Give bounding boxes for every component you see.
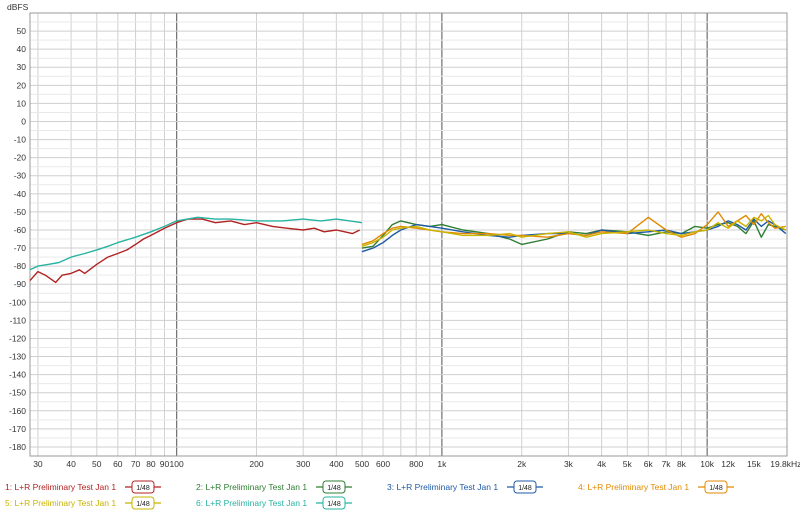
y-tick-label: -30 (14, 171, 27, 181)
x-tick-label: 50 (92, 459, 102, 469)
smoothing-badge[interactable] (322, 480, 346, 494)
series-line-5 (361, 214, 787, 247)
x-tick-label: 1k (437, 459, 447, 469)
y-tick-label: 40 (17, 44, 27, 54)
y-tick-label: -150 (9, 388, 26, 398)
series-line-4 (361, 211, 786, 246)
smoothing-badge-label: 1/48 (327, 501, 341, 508)
x-tick-label: 2k (517, 459, 527, 469)
y-tick-label: 30 (17, 62, 27, 72)
x-tick-label: 6k (644, 459, 654, 469)
y-tick-label: -130 (9, 352, 26, 362)
smoothing-badge[interactable] (704, 480, 728, 494)
y-tick-label: -180 (9, 442, 26, 452)
series-line-3 (361, 218, 787, 253)
y-tick-label: -10 (14, 135, 27, 145)
y-tick-label: -20 (14, 153, 27, 163)
legend-item-2[interactable]: 2: L+R Preliminary Test Jan 1 1/48 (196, 480, 352, 494)
x-tick-label: 70 (131, 459, 141, 469)
x-tick-label: 3k (564, 459, 574, 469)
x-tick-label: 60 (113, 459, 123, 469)
x-tick-label: 12k (721, 459, 735, 469)
series-lines (29, 211, 787, 284)
y-tick-label: 50 (17, 26, 27, 36)
x-tick-label: 90 (160, 459, 170, 469)
y-tick-label: -50 (14, 207, 27, 217)
smoothing-badge[interactable] (513, 480, 537, 494)
y-tick-label: -160 (9, 406, 26, 416)
legend-label: 1: L+R Preliminary Test Jan 1 (5, 482, 116, 492)
y-tick-label: -140 (9, 370, 26, 380)
legend-label: 4: L+R Preliminary Test Jan 1 (578, 482, 689, 492)
x-tick-label: 8k (677, 459, 687, 469)
smoothing-badge[interactable] (322, 496, 346, 510)
y-tick-label: -60 (14, 225, 27, 235)
legend-item-6[interactable]: 6: L+R Preliminary Test Jan 1 1/48 (196, 496, 352, 510)
smoothing-badge-label: 1/48 (518, 485, 532, 492)
x-tick-label: 600 (376, 459, 390, 469)
legend-label: 2: L+R Preliminary Test Jan 1 (196, 482, 307, 492)
y-tick-label: -110 (10, 315, 27, 325)
smoothing-badge-label: 1/48 (327, 485, 341, 492)
y-tick-label: 10 (17, 98, 27, 108)
series-line-1 (29, 218, 361, 284)
smoothing-badge-label: 1/48 (709, 485, 723, 492)
x-tick-label: 15k (747, 459, 761, 469)
legend-item-4[interactable]: 4: L+R Preliminary Test Jan 1 1/48 (578, 480, 734, 494)
series-line-6 (29, 216, 363, 271)
y-tick-label: 0 (21, 116, 26, 126)
x-tick-label: 300 (296, 459, 310, 469)
x-tick-label: 500 (355, 459, 369, 469)
y-tick-label: 20 (17, 80, 27, 90)
x-tick-label: 7k (662, 459, 672, 469)
y-tick-label: -70 (14, 243, 27, 253)
legend-label: 6: L+R Preliminary Test Jan 1 (196, 498, 307, 508)
y-tick-label: -100 (9, 297, 26, 307)
y-axis-label: dBFS (7, 2, 29, 12)
legend-label: 5: L+R Preliminary Test Jan 1 (5, 498, 116, 508)
x-tick-label: 5k (623, 459, 633, 469)
y-tick-label: -90 (14, 279, 27, 289)
y-tick-label: -170 (9, 424, 26, 434)
legend-item-3[interactable]: 3: L+R Preliminary Test Jan 1 1/48 (387, 480, 543, 494)
x-tick-label: 800 (409, 459, 423, 469)
legend: 1: L+R Preliminary Test Jan 1 1/48 2: L+R … (5, 480, 734, 510)
plot-frame (29, 12, 788, 457)
y-tick-labels: 50 40 30 20 10 0 -10 -20 -30 -40 -50 -60 -70 -80 -90 -1… (9, 26, 26, 452)
x-tick-label: 19.8kHz (770, 459, 800, 469)
smoothing-badge-label: 1/48 (136, 501, 150, 508)
smoothing-badge[interactable] (131, 480, 155, 494)
y-tick-label: -80 (14, 261, 27, 271)
smoothing-badge[interactable] (131, 496, 155, 510)
legend-item-1[interactable]: 1: L+R Preliminary Test Jan 1 1/48 (5, 480, 161, 494)
x-tick-label: 200 (249, 459, 263, 469)
x-tick-labels: 30 40 50 60 70 80 90 100 200 300 400 500 600 800 1k 2k 3… (33, 459, 800, 469)
legend-label: 3: L+R Preliminary Test Jan 1 (387, 482, 498, 492)
x-tick-label: 100 (170, 459, 184, 469)
x-tick-label: 10k (700, 459, 714, 469)
smoothing-badge-label: 1/48 (136, 485, 150, 492)
y-tick-label: -120 (9, 333, 26, 343)
x-tick-label: 40 (66, 459, 76, 469)
x-tick-label: 4k (597, 459, 607, 469)
legend-item-5[interactable]: 5: L+R Preliminary Test Jan 1 1/48 (5, 496, 161, 510)
y-tick-label: -40 (14, 189, 27, 199)
x-tick-label: 80 (146, 459, 156, 469)
x-tick-label: 30 (33, 459, 43, 469)
x-tick-label: 400 (329, 459, 343, 469)
